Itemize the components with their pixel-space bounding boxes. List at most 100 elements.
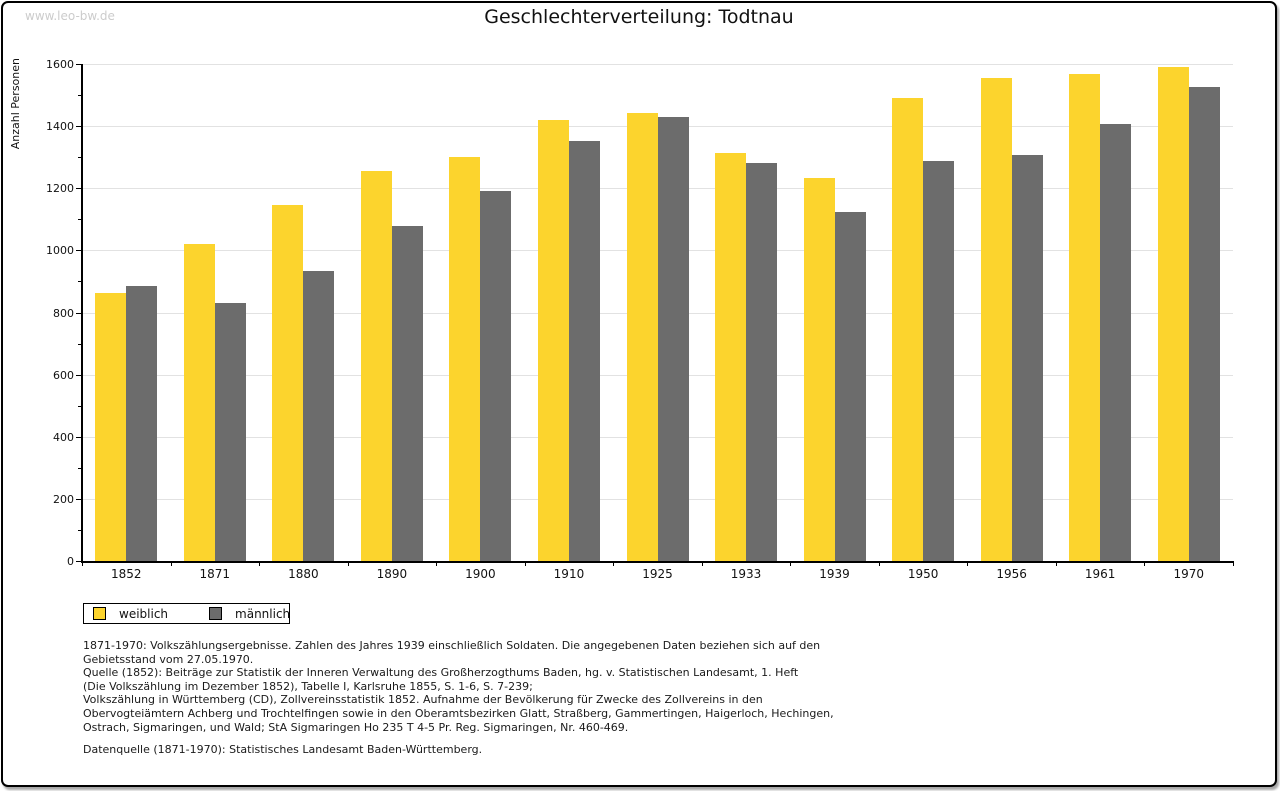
bar-weiblich-1961 — [1069, 73, 1101, 561]
legend: weiblich männlich — [83, 603, 290, 624]
bar-maennlich-1900 — [480, 191, 512, 561]
y-tick-1600 — [76, 64, 82, 65]
x-tick-5 — [524, 561, 526, 566]
bar-maennlich-1939 — [834, 211, 866, 561]
bar-maennlich-1933 — [746, 163, 778, 561]
x-tick-1 — [170, 561, 172, 566]
note-line-4: (Die Volkszählung im Dezember 1852), Tab… — [83, 679, 533, 693]
x-tick-label-1880: 1880 — [288, 567, 319, 581]
note-line-1: 1871-1970: Volkszählungsergebnisse. Zahl… — [83, 639, 821, 652]
legend-label-maennlich: männlich — [235, 606, 291, 621]
legend-item-maennlich: männlich — [209, 607, 290, 621]
bar-weiblich-1852 — [95, 293, 127, 561]
y-tick-label-400: 400 — [53, 430, 74, 444]
note-line-7: Ostrach, Sigmaringen, und Wald; StA Sigm… — [83, 720, 629, 734]
data-source-line: Datenquelle (1871-1970): Statistisches L… — [83, 743, 483, 756]
bar-weiblich-1900 — [449, 157, 481, 561]
x-tick-label-1970: 1970 — [1173, 567, 1204, 581]
y-tick-1400 — [76, 126, 82, 128]
x-tick-label-1950: 1950 — [907, 567, 939, 581]
chart-title: Geschlechterverteilung: Todtnau — [484, 6, 794, 28]
x-tick-12 — [1144, 561, 1146, 566]
x-tick-0 — [82, 561, 83, 566]
bar-maennlich-1970 — [1188, 87, 1220, 561]
y-tick-label-600: 600 — [53, 368, 74, 382]
y-tick-600 — [76, 374, 82, 376]
y-minor-tick-500 — [78, 405, 82, 407]
watermark: www.leo-bw.de — [25, 9, 115, 23]
x-tick-label-1890: 1890 — [376, 567, 408, 581]
y-minor-tick-100 — [78, 529, 82, 531]
y-tick-label-1200: 1200 — [46, 182, 74, 196]
y-minor-tick-1100 — [78, 219, 82, 221]
note-line-6: Obervogteiämtern Achberg und Trochtelfin… — [83, 706, 834, 720]
x-tick-label-1939: 1939 — [819, 567, 850, 581]
y-axis-line — [81, 64, 83, 563]
x-tick-label-1852: 1852 — [110, 567, 142, 581]
x-tick-label-1961: 1961 — [1084, 567, 1116, 581]
y-tick-1000 — [76, 250, 82, 252]
y-tick-label-1000: 1000 — [46, 244, 74, 258]
source-notes: 1871-1970: Volkszählungsergebnisse. Zahl… — [83, 639, 834, 734]
y-tick-label-800: 800 — [53, 306, 74, 320]
y-tick-400 — [76, 436, 82, 438]
bar-maennlich-1880 — [303, 271, 335, 561]
y-minor-tick-900 — [78, 281, 82, 283]
y-tick-1200 — [76, 188, 82, 190]
y-tick-label-200: 200 — [53, 492, 74, 506]
y-minor-tick-1300 — [78, 157, 82, 159]
gridline-1600 — [82, 64, 1233, 65]
x-tick-10 — [967, 561, 969, 566]
x-tick-label-1900: 1900 — [465, 567, 496, 581]
bar-maennlich-1890 — [391, 225, 423, 561]
bar-maennlich-1852 — [126, 286, 158, 561]
bar-weiblich-1933 — [715, 153, 747, 561]
y-minor-tick-1500 — [78, 95, 82, 97]
note-line-2: Gebietsstand vom 27.05.1970. — [83, 652, 254, 666]
y-minor-tick-300 — [78, 467, 82, 469]
y-tick-label-1600: 1600 — [46, 58, 74, 71]
y-tick-0 — [76, 561, 82, 562]
note-line-5: Volkszählung in Württemberg (CD), Zollve… — [83, 693, 763, 707]
legend-label-weiblich: weiblich — [119, 606, 169, 621]
bar-weiblich-1956 — [980, 77, 1012, 561]
y-tick-800 — [76, 312, 82, 314]
legend-swatch-weiblich — [93, 607, 106, 620]
x-axis-line — [81, 561, 1234, 563]
bar-weiblich-1880 — [272, 205, 304, 561]
bar-weiblich-1890 — [360, 171, 392, 561]
x-tick-11 — [1055, 561, 1057, 566]
x-tick-label-1910: 1910 — [553, 567, 585, 581]
y-tick-label-1400: 1400 — [46, 120, 74, 134]
bar-weiblich-1939 — [803, 178, 835, 561]
bar-weiblich-1871 — [183, 244, 215, 561]
x-tick-label-1925: 1925 — [642, 567, 673, 581]
bar-weiblich-1950 — [892, 98, 924, 561]
plot-area: 0 200 400 600 800 1000 1200 1400 1600 1852 1871 188… — [3, 3, 1275, 785]
y-minor-tick-700 — [78, 343, 82, 345]
bar-maennlich-1961 — [1100, 123, 1132, 561]
legend-item-weiblich: weiblich — [93, 607, 168, 621]
bar-maennlich-1950 — [923, 160, 955, 561]
x-tick-8 — [790, 561, 792, 566]
x-tick-4 — [436, 561, 438, 566]
bar-weiblich-1925 — [626, 113, 658, 561]
bar-maennlich-1956 — [1011, 154, 1043, 561]
x-tick-label-1871: 1871 — [199, 567, 231, 581]
x-tick-9 — [878, 561, 880, 566]
y-tick-label-0: 0 — [67, 555, 74, 568]
bar-maennlich-1925 — [657, 116, 689, 561]
x-tick-label-1956: 1956 — [996, 567, 1027, 581]
bar-weiblich-1970 — [1157, 67, 1189, 561]
x-tick-2 — [259, 561, 261, 566]
bar-maennlich-1871 — [214, 303, 246, 561]
legend-swatch-maennlich — [209, 607, 223, 620]
x-tick-label-1933: 1933 — [730, 567, 762, 581]
x-tick-6 — [613, 561, 615, 566]
x-tick-7 — [701, 561, 703, 566]
bar-weiblich-1910 — [537, 119, 569, 561]
bar-maennlich-1910 — [568, 141, 600, 561]
y-tick-200 — [76, 498, 82, 500]
x-tick-end — [1233, 561, 1234, 566]
